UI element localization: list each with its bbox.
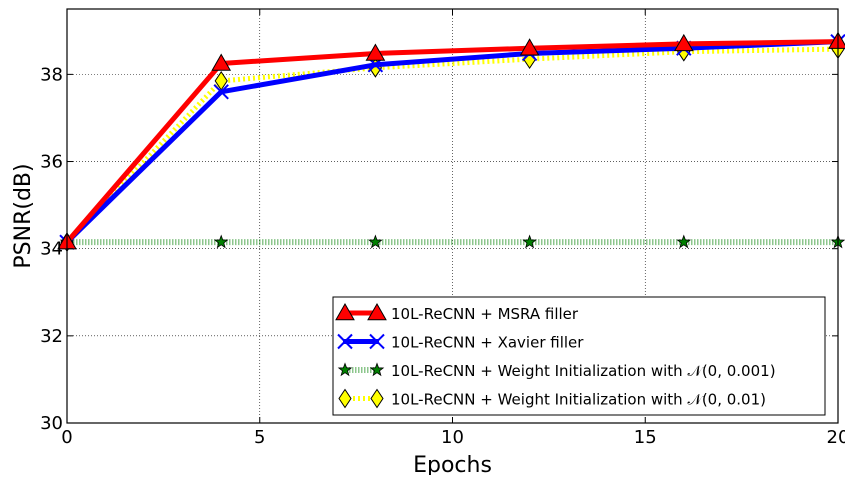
- data-point: [368, 234, 383, 249]
- series-line: [65, 39, 839, 244]
- ticks: 0 5 10 15 20 30 32 34 36 38: [40, 9, 845, 448]
- legend-marker: [337, 362, 353, 377]
- marker-stroke: [369, 333, 385, 350]
- marker-stroke: [337, 333, 353, 350]
- legend-label: 10L-ReCNN + Weight Initialization with 𝒩…: [391, 362, 776, 380]
- data-point: [365, 43, 386, 61]
- x-axis-title: Epochs: [413, 453, 492, 475]
- legend-marker: [367, 302, 387, 321]
- data-point: [211, 53, 232, 71]
- data-point: [213, 234, 229, 249]
- y-tick-label: 32: [40, 326, 63, 347]
- data-point: [522, 234, 537, 249]
- legend-marker: [369, 362, 385, 377]
- x-tick-label: 20: [827, 427, 845, 448]
- legend-label: 10L-ReCNN + MSRA filler: [391, 305, 579, 323]
- marker-stroke: [213, 84, 229, 100]
- legend-entry: 10L-ReCNN + Weight Initialization with 𝒩…: [338, 388, 766, 409]
- x-tick-label: 0: [61, 427, 72, 448]
- series-layer: [57, 31, 845, 253]
- y-tick-label: 36: [40, 152, 63, 173]
- x-tick-label: 5: [254, 427, 265, 448]
- data-point: [673, 33, 694, 52]
- y-tick-label: 34: [40, 239, 63, 260]
- legend-label: 10L-ReCNN + Weight Initialization with 𝒩…: [391, 391, 766, 409]
- data-point: [519, 38, 540, 56]
- legend-entry: 10L-ReCNN + Xavier filler: [337, 333, 584, 352]
- x-tick-label: 10: [441, 427, 464, 448]
- legend-marker: [338, 388, 352, 409]
- x-tick-label: 15: [634, 427, 657, 448]
- series-line: [65, 39, 839, 244]
- y-tick-label: 38: [40, 64, 63, 85]
- legend-entry: 10L-ReCNN + MSRA filler: [335, 302, 579, 323]
- series-1: [57, 31, 845, 250]
- legend-box: [332, 296, 826, 416]
- y-axis-title: PSNR(dB): [11, 163, 36, 268]
- legend-marker: [369, 333, 385, 350]
- data-point: [213, 84, 229, 100]
- legend-marker: [370, 388, 384, 409]
- data-point: [676, 234, 692, 249]
- legend-marker: [335, 302, 355, 321]
- legend-marker: [337, 333, 353, 350]
- y-tick-label: 30: [40, 413, 63, 434]
- series-line: [65, 46, 839, 244]
- legend-entry: 10L-ReCNN + Weight Initialization with 𝒩…: [337, 362, 776, 380]
- legend: 10L-ReCNN + MSRA filler 10L-ReCNN + Xavie…: [332, 296, 826, 416]
- legend-label: 10L-ReCNN + Xavier filler: [391, 334, 584, 352]
